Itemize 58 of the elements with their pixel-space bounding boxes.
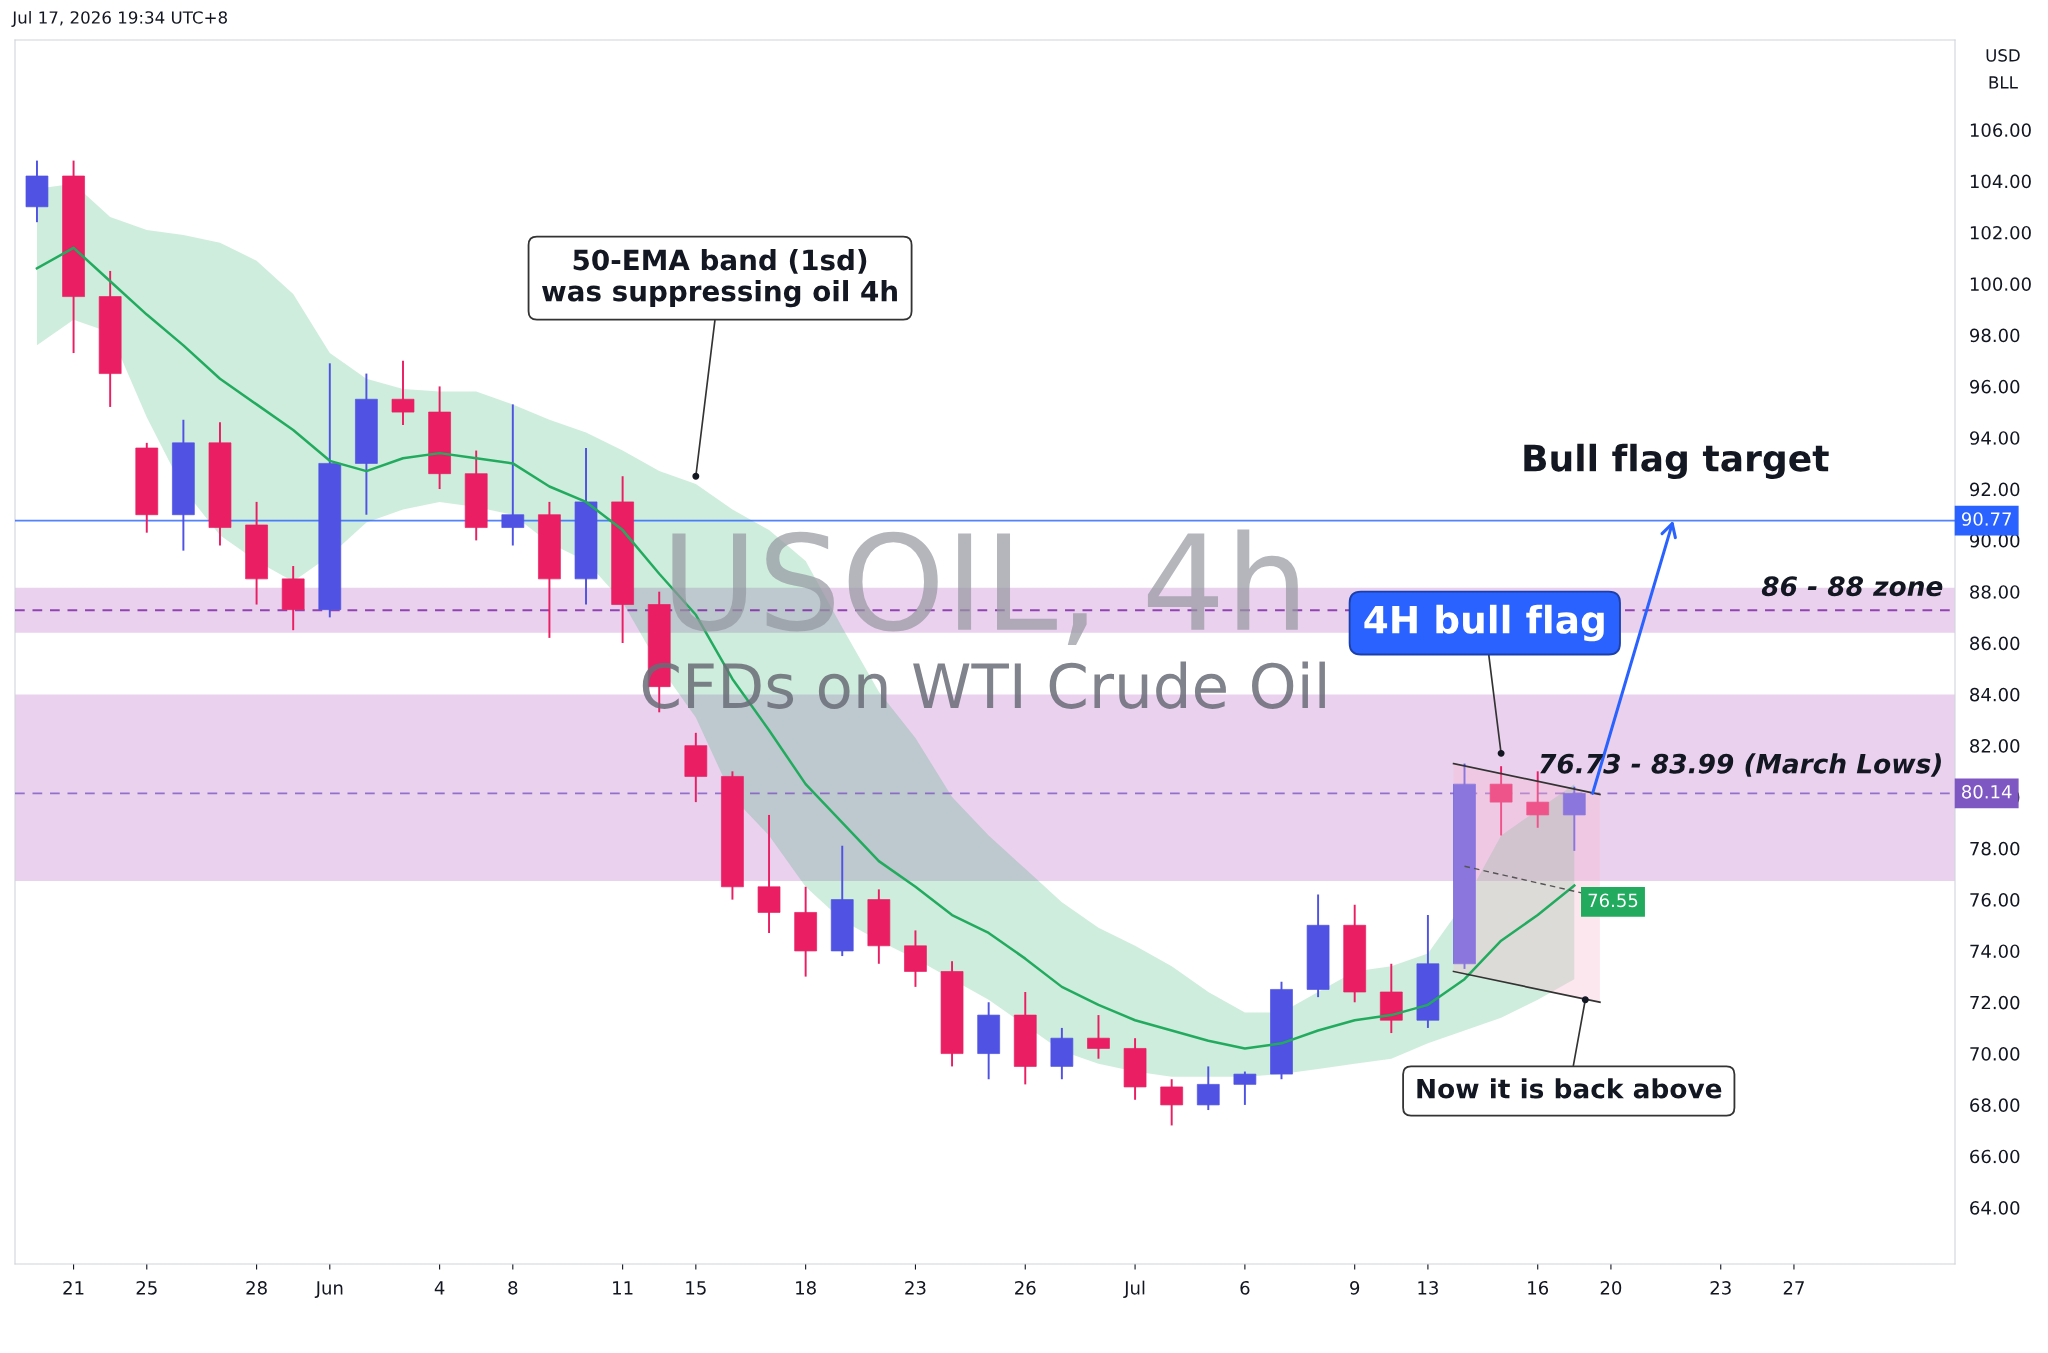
y-tick-label: 72.00: [1970, 995, 2020, 1010]
x-tick-label: 28: [246, 1280, 267, 1295]
text: Jul 17, 2026 19:34 UTC+8: [11, 10, 228, 27]
y-tick-label: 96.00: [1970, 379, 2020, 394]
y-tick-label: 66.00: [1970, 1149, 2020, 1164]
x-tick-label: 11: [613, 1281, 633, 1295]
candlestick: [1233, 1070, 1257, 1106]
x-tick-label: 4: [434, 1281, 445, 1295]
candlestick: [1160, 1078, 1184, 1127]
x-tick-label: 25: [136, 1280, 157, 1295]
x-tick-label: 23: [905, 1280, 926, 1295]
y-tick-label: 78.00: [1970, 841, 2020, 856]
y-tick-label: 64.00: [1970, 1201, 2020, 1215]
data-label: 76.55: [1588, 893, 1638, 908]
y-tick-label: 70.00: [1970, 1047, 2020, 1061]
y-tick-label: 84.00: [1970, 687, 2020, 702]
x-tick-label: 26: [1015, 1280, 1036, 1295]
y-tick-label: 100.00: [1970, 277, 2031, 291]
band-label: 86 - 88 zone: [1761, 576, 1943, 597]
text: USD: [1986, 49, 2020, 62]
candlestick: [391, 359, 415, 426]
y-tick-label: 88.00: [1970, 585, 2020, 599]
y-tick-label: 74.00: [1970, 944, 2020, 959]
text: BLL: [1989, 76, 2018, 89]
x-tick-label: 21: [63, 1280, 84, 1295]
annotation: Now it is back above: [1417, 1078, 1722, 1099]
x-tick-label: 8: [508, 1280, 518, 1295]
ref-line-label: 90.77: [1961, 512, 2011, 526]
y-tick-label: 82.00: [1970, 739, 2020, 753]
y-tick-label: 86.00: [1970, 636, 2020, 651]
x-tick-label: Jul: [1123, 1280, 1145, 1298]
y-tick-label: 68.00: [1970, 1098, 2020, 1113]
annotation: 50-EMA band (1sd) was suppressing oil 4h: [542, 248, 897, 308]
x-tick-label: 9: [1350, 1280, 1360, 1295]
y-tick-label: 102.00: [1970, 225, 2031, 240]
y-tick-label: 76.00: [1970, 893, 2020, 907]
candlestick: [1562, 785, 1586, 852]
candlestick: [501, 403, 525, 547]
candlestick: [1087, 1014, 1110, 1060]
annotation: Bull flag target: [1524, 443, 1829, 479]
x-tick-label: 16: [1528, 1280, 1549, 1295]
x-tick-label: 6: [1240, 1280, 1250, 1295]
x-tick-label: 20: [1600, 1280, 1622, 1295]
x-tick-label: 27: [1783, 1280, 1804, 1295]
x-tick-label: 15: [686, 1281, 706, 1295]
y-tick-label: 92.00: [1970, 482, 2020, 497]
x-tick-label: Jun: [314, 1281, 343, 1298]
y-tick-label: 106.00: [1970, 123, 2031, 137]
annotation: 4H bull flag: [1364, 604, 1604, 642]
y-tick-label: 104.00: [1970, 174, 2031, 189]
candlestick: [1196, 1065, 1220, 1112]
x-tick-label: 18: [796, 1280, 816, 1295]
ref-line-label: 80.14: [1962, 784, 2012, 799]
y-tick-label: 94.00: [1970, 431, 2020, 445]
x-tick-label: 13: [1418, 1280, 1438, 1295]
candlestick: [1489, 765, 1513, 837]
x-tick-label: 23: [1710, 1280, 1731, 1295]
y-tick-label: 98.00: [1970, 328, 2020, 343]
